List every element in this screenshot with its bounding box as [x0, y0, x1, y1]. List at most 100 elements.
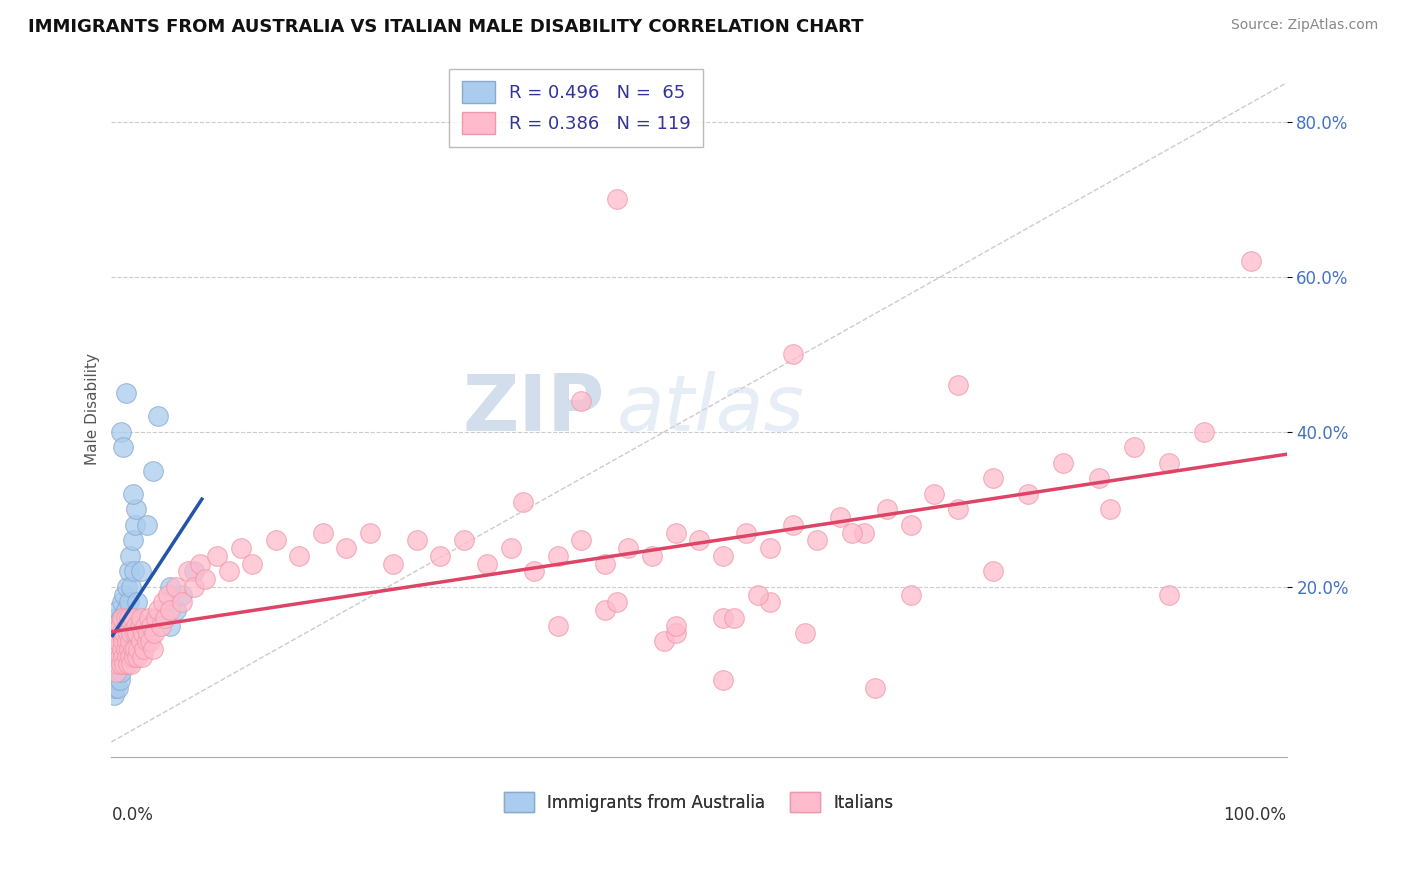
Point [1122, 440, 1144, 454]
Point [115, 626, 138, 640]
Point [793, 626, 815, 640]
Point [218, 564, 240, 578]
Point [114, 618, 136, 632]
Point [111, 657, 134, 672]
Point [806, 533, 828, 548]
Point [129, 634, 152, 648]
Point [194, 572, 217, 586]
Point [105, 673, 128, 687]
Point [1052, 456, 1074, 470]
Point [108, 634, 131, 648]
Point [312, 525, 335, 540]
Point [105, 641, 128, 656]
Point [782, 347, 804, 361]
Point [641, 549, 664, 563]
Point [120, 649, 142, 664]
Point [112, 649, 135, 664]
Point [125, 502, 148, 516]
Point [124, 626, 146, 640]
Point [105, 665, 128, 679]
Point [124, 641, 146, 656]
Point [129, 611, 152, 625]
Point [104, 634, 127, 648]
Text: Source: ZipAtlas.com: Source: ZipAtlas.com [1230, 18, 1378, 32]
Point [115, 580, 138, 594]
Point [110, 649, 132, 664]
Point [103, 657, 125, 672]
Point [711, 549, 734, 563]
Point [288, 549, 311, 563]
Text: atlas: atlas [617, 370, 804, 447]
Point [159, 603, 181, 617]
Point [593, 603, 616, 617]
Point [359, 525, 381, 540]
Point [105, 626, 128, 640]
Point [1087, 471, 1109, 485]
Point [111, 641, 134, 656]
Point [170, 588, 193, 602]
Point [108, 649, 131, 664]
Point [112, 626, 135, 640]
Point [900, 588, 922, 602]
Point [104, 649, 127, 664]
Point [120, 657, 142, 672]
Point [117, 626, 139, 640]
Point [112, 588, 135, 602]
Point [103, 641, 125, 656]
Point [107, 634, 129, 648]
Point [107, 681, 129, 695]
Point [652, 634, 675, 648]
Point [183, 564, 205, 578]
Point [103, 689, 125, 703]
Point [120, 634, 142, 648]
Point [101, 673, 124, 687]
Point [112, 634, 135, 648]
Point [156, 588, 179, 602]
Point [115, 634, 138, 648]
Point [229, 541, 252, 555]
Point [105, 611, 128, 625]
Point [1157, 456, 1180, 470]
Point [477, 557, 499, 571]
Point [115, 641, 138, 656]
Point [112, 626, 135, 640]
Y-axis label: Male Disability: Male Disability [86, 352, 100, 465]
Point [841, 525, 863, 540]
Point [382, 557, 405, 571]
Point [117, 657, 139, 672]
Point [127, 641, 149, 656]
Point [512, 494, 534, 508]
Point [664, 525, 686, 540]
Point [264, 533, 287, 548]
Point [876, 502, 898, 516]
Point [946, 502, 969, 516]
Point [124, 626, 146, 640]
Point [129, 564, 152, 578]
Point [112, 634, 135, 648]
Point [118, 641, 141, 656]
Point [107, 657, 129, 672]
Point [114, 611, 136, 625]
Point [127, 649, 149, 664]
Point [136, 626, 159, 640]
Point [110, 425, 132, 439]
Point [111, 611, 134, 625]
Point [118, 564, 141, 578]
Point [159, 618, 181, 632]
Point [107, 657, 129, 672]
Point [145, 611, 167, 625]
Point [114, 603, 136, 617]
Point [593, 557, 616, 571]
Point [723, 611, 745, 625]
Point [112, 611, 135, 625]
Point [606, 595, 628, 609]
Point [946, 378, 969, 392]
Point [406, 533, 429, 548]
Legend: Immigrants from Australia, Italians: Immigrants from Australia, Italians [498, 785, 901, 819]
Point [183, 580, 205, 594]
Point [453, 533, 475, 548]
Point [108, 641, 131, 656]
Point [141, 641, 163, 656]
Point [571, 533, 593, 548]
Point [747, 588, 769, 602]
